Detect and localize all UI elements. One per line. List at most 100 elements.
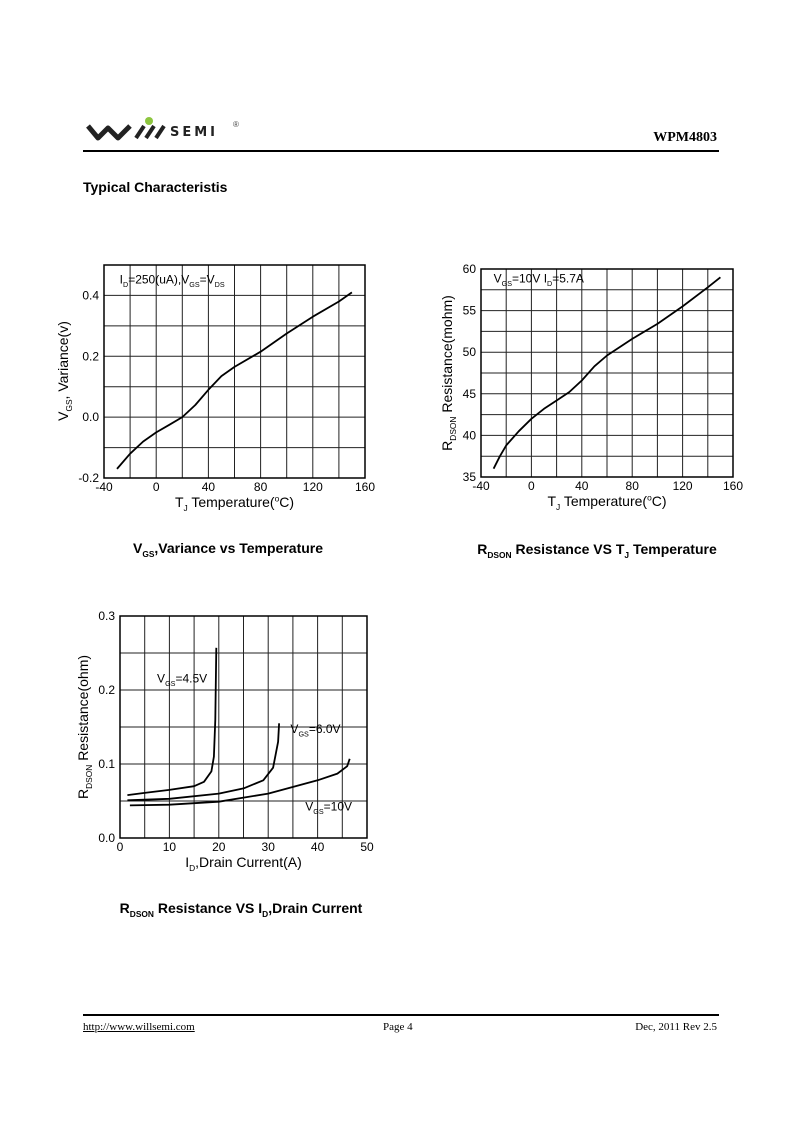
series-line [116,291,353,470]
y-tick-label: 0.0 [98,831,115,845]
y-tick-label: 0.2 [82,349,99,363]
footer-url-link[interactable]: http://www.willsemi.com [83,1021,195,1033]
label-segment: Resistance VS I [154,900,262,916]
x-tick-label: -40 [95,480,113,494]
footer-divider [83,1014,719,1016]
label-segment: =4.5V [175,672,207,686]
x-tick-label: 0 [528,479,535,493]
y-axis-label: RDSON​ Resistance(mohm) [439,295,458,451]
part-number: WPM4803 [653,130,717,145]
y-axis-label: VGS​, Variance(v) [55,321,74,421]
series-line [492,276,721,470]
label-subscript: GS [64,399,74,412]
label-subscript: DS [215,280,225,289]
label-subscript: GS [142,549,155,559]
chart-title: RDSON​ Resistance VS TJ​ Temperature [477,541,717,560]
label-subscript: D [123,280,128,289]
label-segment: =10V [324,800,352,814]
chart-annotation: VGS​=10V ID​=5.7A [494,271,584,288]
x-tick-label: 80 [254,480,268,494]
label-segment: ,Drain Current [268,900,362,916]
label-segment: V [133,540,143,556]
label-subscript: GS [189,280,200,289]
label-segment: V [55,411,71,421]
label-subscript: D [189,863,195,873]
x-axis-label: TJ​ Temperature(o​C) [547,492,666,512]
x-tick-label: 160 [355,480,375,494]
label-segment: Temperature [629,541,717,557]
y-axis-label: RDSON​ Resistance(ohm) [75,655,94,799]
label-segment: Resistance VS T [512,541,625,557]
chart-annotation: VGS​=4.5V [157,672,207,689]
label-segment: V [305,800,313,814]
y-tick-label: 0.0 [82,410,99,424]
label-subscript: GS [298,730,309,739]
label-subscript: D [262,909,268,919]
label-subscript: GS [165,679,176,688]
label-segment: R [477,541,487,557]
plot-frame [103,264,366,479]
header-divider [83,150,719,152]
section-title: Typical Characteristis [83,179,228,195]
x-tick-label: 40 [202,480,216,494]
y-tick-label: -0.2 [78,471,99,485]
label-segment: =5.7A [552,271,584,285]
y-tick-label: 35 [463,470,477,484]
label-segment: Temperature( [188,494,275,510]
y-tick-label: 40 [463,428,477,442]
label-segment: Resistance(mohm) [439,295,455,416]
y-tick-label: 60 [463,262,477,276]
label-segment: R [439,441,455,451]
series-line [129,758,351,807]
label-segment: C) [652,493,667,509]
label-segment: , Variance(v) [55,321,71,399]
chart-1: -40 0 40 80 120 160 -0.2 0.0 0.2 0.4 TJ​ Temperatu… [55,264,375,559]
label-subscript: J [556,502,560,512]
chart-3: 0 10 20 30 40 50 0.0 0.1 0.2 0.3 ID​,Drain Current… [75,609,374,919]
x-tick-label: -40 [472,479,490,493]
label-segment: =250(uA),V [128,272,189,286]
chart-annotation: VGS​=10V [305,800,352,817]
x-tick-label: 30 [262,840,276,854]
label-subscript: D [547,279,552,288]
label-segment: V [157,672,165,686]
x-tick-label: 160 [723,479,743,493]
label-segment: C) [279,494,294,510]
label-subscript: DSON [487,550,511,560]
label-segment: Resistance(ohm) [75,655,91,765]
label-subscript: J [184,503,188,513]
label-segment: I [185,854,189,870]
x-tick-label: 0 [153,480,160,494]
logo-text: SEMI [170,125,219,140]
y-tick-label: 55 [463,304,477,318]
label-segment: ,Variance vs Temperature [154,540,323,556]
y-tick-label: 0.2 [98,683,115,697]
x-tick-label: 20 [212,840,226,854]
chart-annotation: ID​=250(uA),VGS​=VDS​ [120,272,225,289]
label-subscript: DSON [130,909,154,919]
label-segment: =10V I [512,271,547,285]
label-segment: R [75,789,91,799]
x-axis-label: TJ​ Temperature(o​C) [175,493,294,513]
y-tick-label: 0.3 [98,609,115,623]
x-tick-label: 80 [626,479,640,493]
registered-mark: ® [233,120,239,129]
x-tick-label: 10 [163,840,177,854]
willsemi-logo [86,117,166,141]
chart-annotation: VGS​=6.0V [290,722,340,739]
label-segment: V [290,722,298,736]
label-segment: Temperature( [560,493,647,509]
chart-title: RDSON​ Resistance VS ID​,Drain Current [120,900,363,919]
plot-frame [119,615,368,839]
x-tick-label: 50 [360,840,374,854]
x-tick-label: 120 [673,479,693,493]
x-tick-label: 40 [575,479,589,493]
chart-2: -40 0 40 80 120 160 35 40 45 50 55 60 TJ​ Temperatur… [439,262,743,560]
label-supscript: o [647,492,652,502]
x-tick-label: 120 [303,480,323,494]
label-supscript: o [275,493,280,503]
series-line [127,647,218,796]
label-subscript: GS [502,279,513,288]
